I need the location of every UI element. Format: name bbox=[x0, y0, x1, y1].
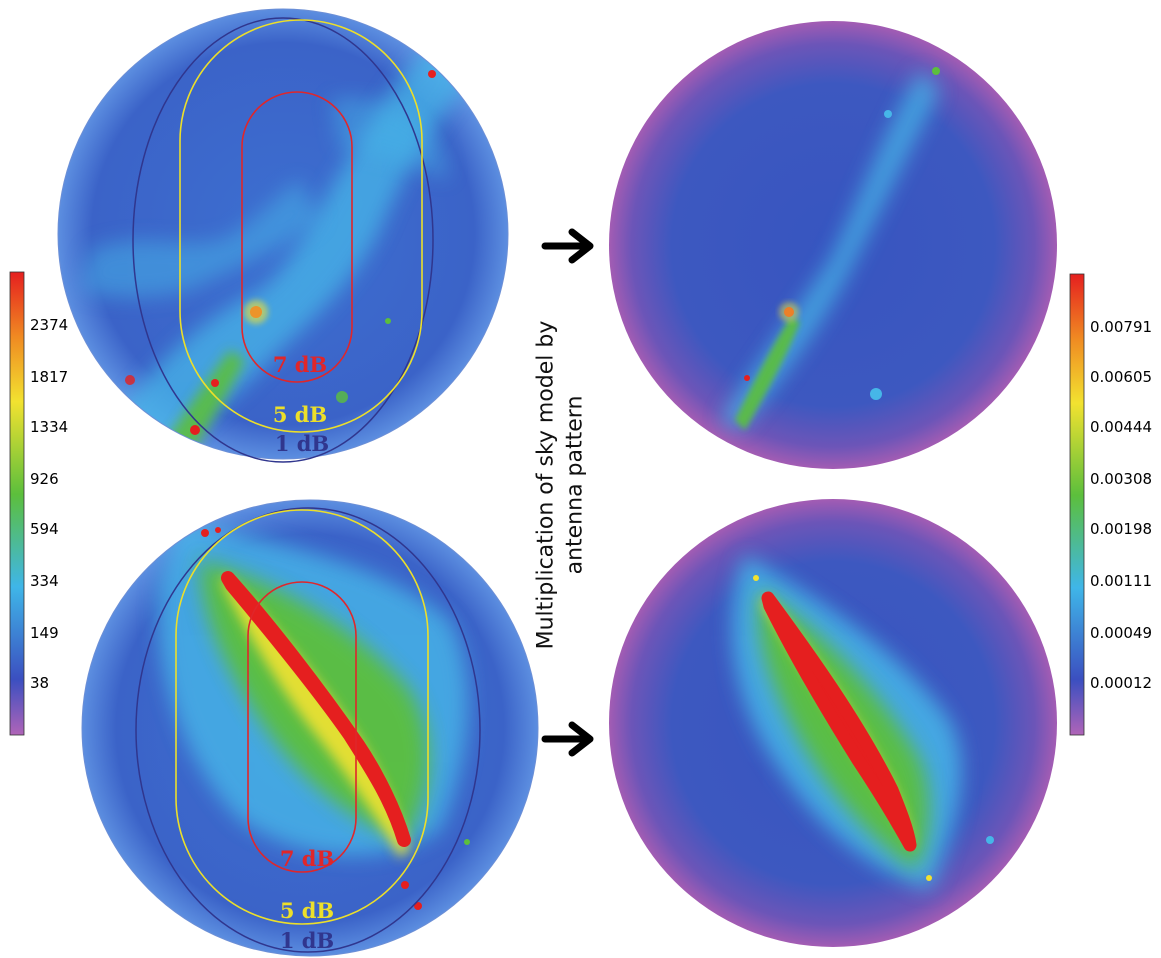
left-colorbar-tick: 334 bbox=[30, 572, 59, 590]
left-colorbar-tick: 149 bbox=[30, 624, 59, 642]
right-colorbar-tick: 0.00111 bbox=[1090, 572, 1153, 590]
contour-label-bottom-1db: 1 dB bbox=[280, 928, 334, 953]
contour-7db-top bbox=[241, 91, 353, 383]
left-colorbar-tick: 1334 bbox=[30, 418, 69, 436]
center-caption-line-2: antenna pattern bbox=[562, 395, 587, 575]
left-colorbar-tick: 1817 bbox=[30, 368, 69, 386]
right-colorbar-tick: 0.00308 bbox=[1090, 470, 1153, 488]
contour-label-bottom-5db: 5 dB bbox=[280, 898, 334, 923]
left-colorbar-tick: 38 bbox=[30, 674, 50, 692]
contour-5db-top bbox=[179, 19, 423, 433]
arrow-right-icon bbox=[541, 721, 594, 757]
contour-label-top-1db: 1 dB bbox=[275, 431, 329, 456]
arrow-right-icon bbox=[541, 228, 594, 264]
contour-label-bottom-7db: 7 dB bbox=[280, 846, 334, 871]
contour-label-top-5db: 5 dB bbox=[273, 402, 327, 427]
right-colorbar-tick: 0.00049 bbox=[1090, 624, 1153, 642]
weighted-map-top-right bbox=[609, 21, 1057, 469]
right-colorbar bbox=[1069, 273, 1085, 736]
center-caption-line-1: Multiplication of sky model by bbox=[533, 320, 559, 650]
contour-label-top-7db: 7 dB bbox=[273, 352, 327, 377]
contour-1db-bottom bbox=[135, 507, 481, 953]
right-colorbar-tick: 0.00444 bbox=[1090, 418, 1153, 436]
right-colorbar-tick: 0.00791 bbox=[1090, 318, 1153, 336]
sky-map-bottom-left bbox=[81, 499, 539, 957]
right-colorbar-tick: 0.00012 bbox=[1090, 674, 1153, 692]
weighted-map-bottom-right bbox=[609, 499, 1057, 947]
sky-map-top-left bbox=[57, 8, 509, 463]
contour-7db-bottom bbox=[247, 581, 357, 873]
left-colorbar bbox=[9, 271, 25, 736]
left-colorbar-tick: 2374 bbox=[30, 316, 69, 334]
contour-5db-bottom bbox=[175, 509, 429, 925]
right-colorbar-tick: 0.00198 bbox=[1090, 520, 1153, 538]
contour-1db-top bbox=[132, 17, 434, 463]
right-colorbar-tick: 0.00605 bbox=[1090, 368, 1153, 386]
left-colorbar-tick: 594 bbox=[30, 520, 59, 538]
left-colorbar-tick: 926 bbox=[30, 470, 59, 488]
